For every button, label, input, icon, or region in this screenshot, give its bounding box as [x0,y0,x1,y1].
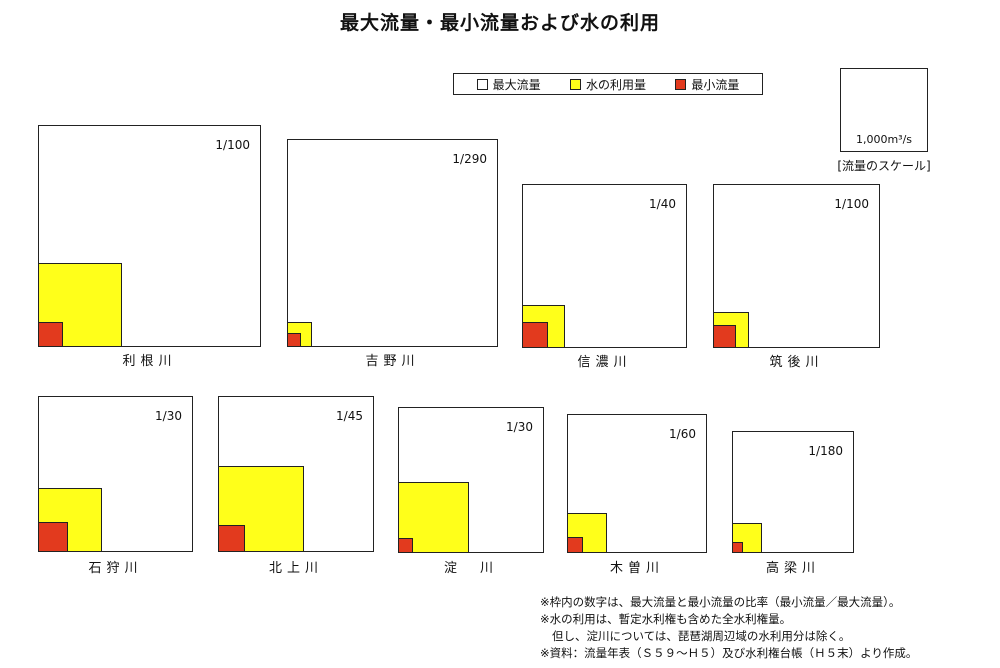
footnote: ※枠内の数字は、最大流量と最小流量の比率（最小流量／最大流量）。 [540,595,901,609]
river-name-takahashi: 高梁川 [765,561,820,576]
river-name-yodo: 淀 川 [443,561,498,576]
min-area [568,537,583,552]
page-title: 最大流量・最小流量および水の利用 [339,12,660,34]
min-area [39,322,63,346]
legend-swatch-use [569,78,581,90]
min-area [219,525,245,551]
legend: 最大流量 水の利用量 最小流量 [453,73,763,95]
river-box-takahashi: 1/180 [732,431,854,553]
legend-item-max: 最大流量 [476,76,541,93]
legend-item-use: 水の利用量 [569,76,646,93]
legend-swatch-min [675,78,687,90]
legend-label-min: 最小流量 [691,77,740,92]
river-box-yoshino: 1/290 [287,139,498,347]
footnote: ※資料：流量年表（Ｓ５９～Ｈ５）及び水利権台帳（Ｈ５末）より作成。 [540,646,918,660]
footnotes: ※枠内の数字は、最大流量と最小流量の比率（最小流量／最大流量）。 ※水の利用は、… [540,594,917,662]
min-area [288,333,301,346]
river-box-tone: 1/100 [38,125,261,347]
scale-caption: [流量のスケール] [837,159,931,173]
ratio-label: 1/40 [649,197,676,211]
river-box-ishikari: 1/30 [38,396,193,552]
ratio-label: 1/100 [834,197,869,211]
ratio-label: 1/100 [215,138,250,152]
legend-label-use: 水の利用量 [585,77,646,92]
min-area [399,538,413,552]
river-name-ishikari: 石狩川 [88,561,143,576]
river-box-chikugo: 1/100 [713,184,880,348]
footnote: 但し、淀川については、琵琶湖周辺域の水利用分は除く。 [552,629,851,643]
footnote: ※水の利用は、暫定水利権も含めた全水利権量。 [540,612,792,626]
min-area [733,542,743,552]
river-box-yodo: 1/30 [398,407,544,553]
ratio-label: 1/290 [452,152,487,166]
river-box-kiso: 1/60 [567,414,707,553]
scale-box: 1,000m³/s [840,68,928,152]
use-area [219,466,304,551]
legend-swatch-max [476,78,488,90]
ratio-label: 1/180 [808,444,843,458]
ratio-label: 1/30 [155,409,182,423]
legend-item-min: 最小流量 [675,76,739,93]
river-name-tone: 利根川 [122,354,177,369]
min-area [523,322,548,347]
river-box-kitakami: 1/45 [218,396,374,552]
river-name-chikugo: 筑後川 [769,355,824,370]
river-name-kiso: 木曽川 [609,561,664,576]
ratio-label: 1/30 [506,420,533,434]
ratio-label: 1/60 [669,427,696,441]
legend-label-max: 最大流量 [492,77,541,92]
river-name-shinano: 信濃川 [577,355,632,370]
river-name-kitakami: 北上川 [268,561,323,576]
min-area [714,325,736,347]
scale-value: 1,000m³/s [855,133,913,146]
ratio-label: 1/45 [336,409,363,423]
river-box-shinano: 1/40 [522,184,687,348]
min-area [39,522,68,551]
river-name-yoshino: 吉野川 [365,354,420,369]
